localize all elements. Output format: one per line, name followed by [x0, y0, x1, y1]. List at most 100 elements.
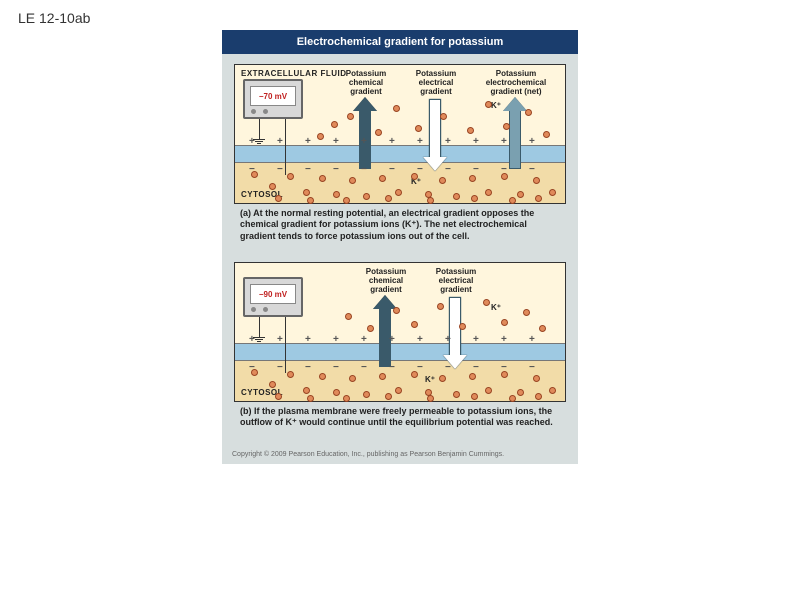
panel-b-wrap: CYTOSOL −90 mV K⁺ K⁺ Potassium chemical …: [222, 262, 578, 449]
potassium-ion: [363, 391, 370, 398]
gradient-arrow: [375, 295, 395, 367]
negative-charge: −: [529, 363, 535, 373]
column-label: Potassium chemical gradient: [335, 69, 397, 97]
copyright: Copyright © 2009 Pearson Education, Inc.…: [222, 448, 578, 464]
potassium-ion: [349, 177, 356, 184]
negative-charge: −: [249, 363, 255, 373]
voltmeter: −70 mV: [243, 79, 303, 119]
potassium-ion: [485, 101, 492, 108]
gradient-arrow: [505, 97, 525, 169]
negative-charge: −: [529, 165, 535, 175]
negative-charge: −: [501, 165, 507, 175]
potassium-ion: [467, 127, 474, 134]
potassium-ion: [523, 309, 530, 316]
potassium-ion: [393, 307, 400, 314]
potassium-ion: [349, 375, 356, 382]
potassium-ion: [539, 325, 546, 332]
potassium-ion: [317, 133, 324, 140]
electrode-lead: [285, 119, 286, 175]
potassium-ion: [437, 303, 444, 310]
k-plus-label-top: K⁺: [491, 303, 501, 312]
potassium-ion: [517, 191, 524, 198]
meter-knob: [263, 307, 268, 312]
potassium-ion: [395, 387, 402, 394]
positive-charge: +: [473, 335, 479, 345]
positive-charge: +: [417, 137, 423, 147]
caption-a: (a) At the normal resting potential, an …: [240, 208, 560, 242]
negative-charge: −: [445, 363, 451, 373]
potassium-ion: [345, 313, 352, 320]
potassium-ion: [485, 189, 492, 196]
potassium-ion: [509, 197, 516, 204]
figure-title: Electrochemical gradient for potassium: [222, 30, 578, 54]
potassium-ion: [469, 175, 476, 182]
positive-charge: +: [389, 335, 395, 345]
negative-charge: −: [333, 363, 339, 373]
potassium-ion: [411, 321, 418, 328]
potassium-ion: [485, 387, 492, 394]
potassium-ion: [533, 177, 540, 184]
potassium-ion: [269, 381, 276, 388]
meter-knob: [251, 307, 256, 312]
negative-charge: −: [417, 165, 423, 175]
potassium-ion: [319, 175, 326, 182]
electrode-lead: [285, 317, 286, 373]
potassium-ion: [385, 195, 392, 202]
potassium-ion: [543, 131, 550, 138]
potassium-ion: [275, 195, 282, 202]
meter-knob: [263, 109, 268, 114]
negative-charge: −: [361, 165, 367, 175]
potassium-ion: [367, 325, 374, 332]
negative-charge: −: [305, 165, 311, 175]
positive-charge: +: [333, 137, 339, 147]
positive-charge: +: [305, 335, 311, 345]
voltmeter-reading: −70 mV: [250, 86, 296, 106]
potassium-ion: [427, 395, 434, 402]
k-plus-label-bot: K⁺: [425, 375, 435, 384]
potassium-ion: [287, 173, 294, 180]
negative-charge: −: [389, 165, 395, 175]
potassium-ion: [331, 121, 338, 128]
potassium-ion: [303, 387, 310, 394]
diagram-b: CYTOSOL −90 mV K⁺ K⁺ Potassium chemical …: [234, 262, 566, 402]
positive-charge: +: [361, 137, 367, 147]
negative-charge: −: [361, 363, 367, 373]
column-label: Potassium chemical gradient: [355, 267, 417, 295]
potassium-ion: [375, 129, 382, 136]
negative-charge: −: [305, 363, 311, 373]
k-plus-label-top: K⁺: [491, 101, 501, 110]
figure-container: Electrochemical gradient for potassium E…: [222, 30, 578, 464]
negative-charge: −: [473, 363, 479, 373]
negative-charge: −: [389, 363, 395, 373]
positive-charge: +: [305, 137, 311, 147]
positive-charge: +: [389, 137, 395, 147]
potassium-ion: [501, 319, 508, 326]
potassium-ion: [471, 195, 478, 202]
potassium-ion: [439, 177, 446, 184]
potassium-ion: [333, 191, 340, 198]
potassium-ion: [525, 109, 532, 116]
positive-charge: +: [361, 335, 367, 345]
potassium-ion: [385, 393, 392, 400]
column-label: Potassium electrochemical gradient (net): [485, 69, 547, 97]
potassium-ion: [517, 389, 524, 396]
potassium-ion: [439, 375, 446, 382]
positive-charge: +: [529, 137, 535, 147]
potassium-ion: [395, 189, 402, 196]
positive-charge: +: [501, 137, 507, 147]
electrode-lead: [259, 317, 260, 337]
negative-charge: −: [277, 165, 283, 175]
potassium-ion: [535, 393, 542, 400]
potassium-ion: [307, 197, 314, 204]
negative-charge: −: [501, 363, 507, 373]
potassium-ion: [269, 183, 276, 190]
voltmeter: −90 mV: [243, 277, 303, 317]
potassium-ion: [393, 105, 400, 112]
potassium-ion: [471, 393, 478, 400]
column-label: Potassium electrical gradient: [405, 69, 467, 97]
potassium-ion: [379, 373, 386, 380]
potassium-ion: [483, 299, 490, 306]
potassium-ion: [427, 197, 434, 204]
diagram-a: EXTRACELLULAR FLUID CYTOSOL −70 mV K⁺ K⁺…: [234, 64, 566, 204]
caption-b: (b) If the plasma membrane were freely p…: [240, 406, 560, 429]
